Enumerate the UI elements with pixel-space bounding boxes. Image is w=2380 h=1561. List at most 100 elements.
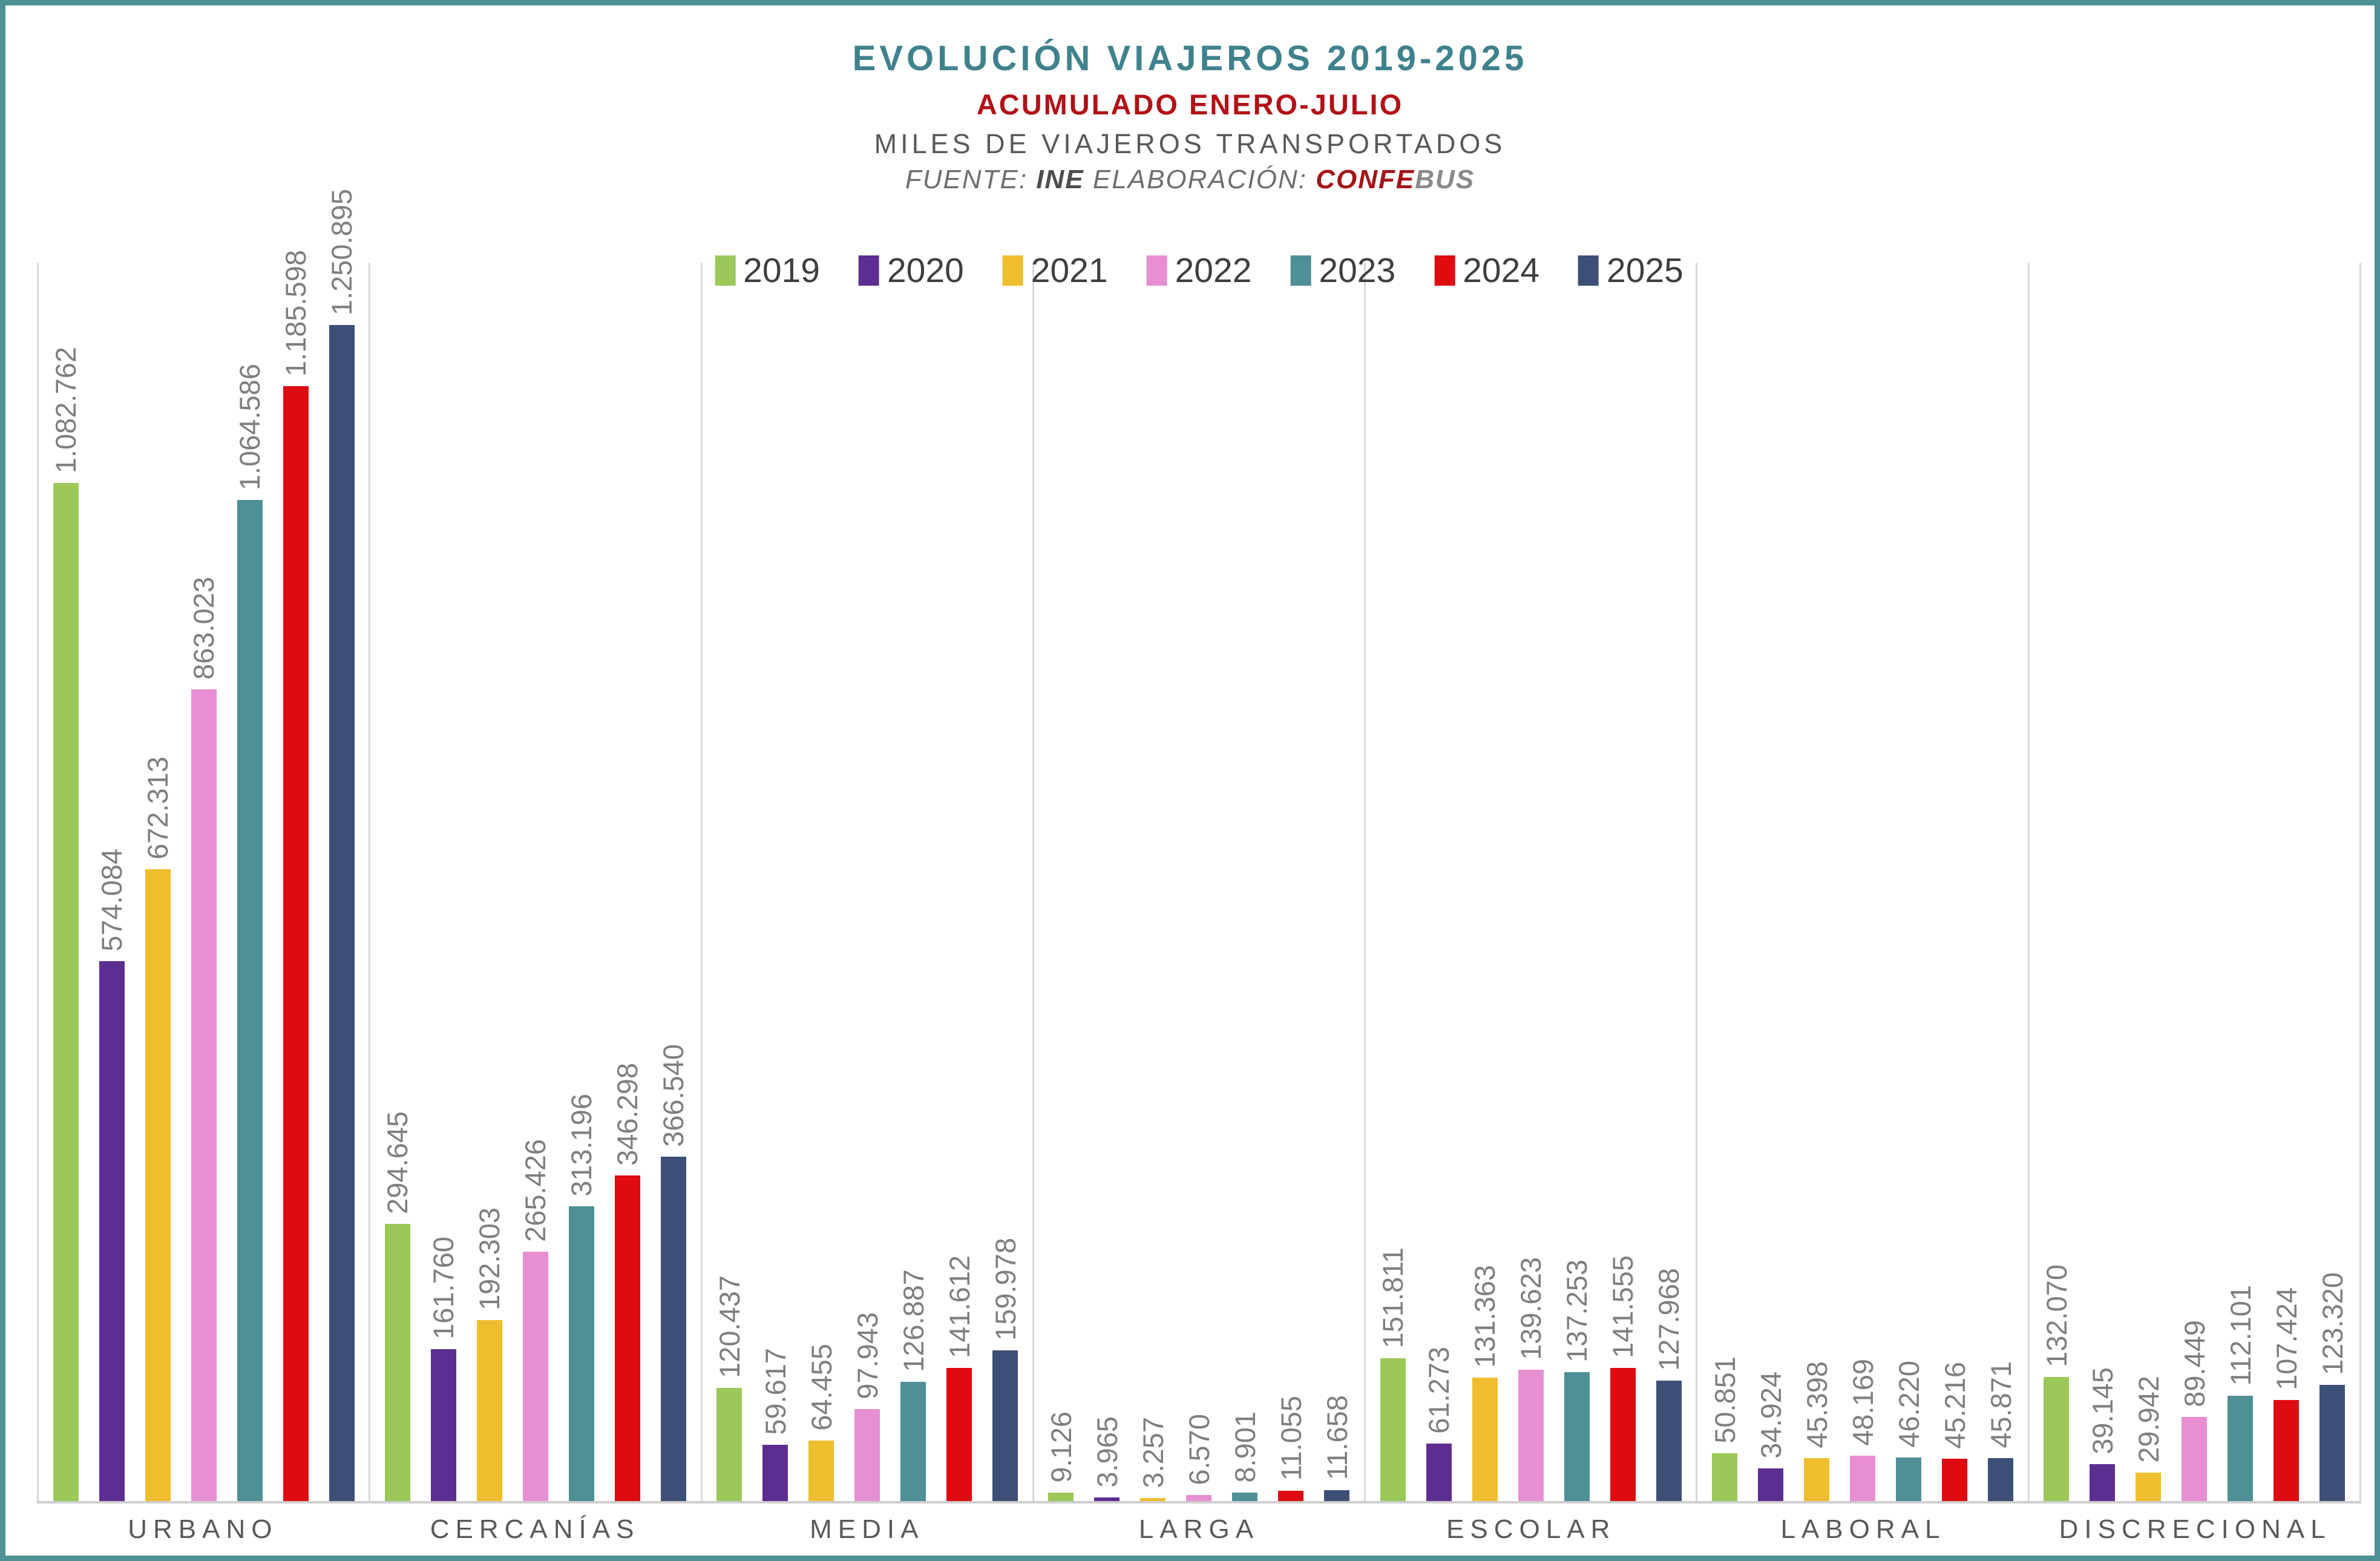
bar-cell: 50.851 — [1708, 263, 1741, 1501]
legend-swatch — [1146, 255, 1167, 286]
bar-cell: 11.658 — [1321, 263, 1353, 1501]
bar-value-label: 3.257 — [1136, 1416, 1169, 1488]
legend-year-label: 2022 — [1175, 251, 1252, 290]
bar-2025 — [992, 1350, 1018, 1501]
bar-value-label: 11.055 — [1274, 1396, 1307, 1481]
bar-2025 — [1656, 1381, 1682, 1501]
bar-2023 — [1564, 1372, 1590, 1501]
bar-value-label: 161.760 — [427, 1236, 460, 1339]
plot-area: 1.082.762 574.084 672.313 863.023 1.064.586 1… — [37, 189, 2361, 1503]
bar-value-label: 89.449 — [2178, 1320, 2211, 1407]
bar-2021 — [145, 869, 171, 1501]
bar-2022 — [854, 1408, 880, 1501]
chart-legend: 2019 2020 2021 2022 2023 2024 2025 — [715, 251, 1683, 291]
units-line: MILES DE VIAJEROS TRANSPORTADOS — [874, 128, 1506, 159]
bar-cell: 161.760 — [427, 263, 460, 1501]
bar-2020 — [1426, 1443, 1452, 1501]
bar-2024 — [1278, 1490, 1304, 1501]
bar-cell: 141.555 — [1607, 263, 1639, 1501]
bar-cell: 3.965 — [1090, 263, 1123, 1501]
legend-swatch — [1002, 255, 1023, 286]
source-confe: CONFE — [1316, 164, 1415, 194]
bar-chart: 2019 2020 2021 2022 2023 2024 2025 1.082.762 57… — [37, 189, 2361, 1545]
bar-cell: 1.064.586 — [234, 263, 266, 1501]
bar-cell: 574.084 — [96, 263, 128, 1501]
bar-cell: 1.082.762 — [50, 263, 82, 1501]
bar-value-label: 137.253 — [1561, 1259, 1593, 1362]
bar-value-label: 39.145 — [2086, 1367, 2119, 1454]
legend-item-2020: 2020 — [858, 251, 964, 291]
bar-2024 — [1610, 1367, 1636, 1501]
source-ine: INE — [1036, 164, 1084, 194]
bar-cell: 672.313 — [142, 263, 174, 1501]
bar-2025 — [1324, 1490, 1350, 1501]
bar-cell: 137.253 — [1561, 263, 1593, 1501]
legend-year-label: 2020 — [887, 251, 964, 290]
bar-value-label: 8.901 — [1228, 1411, 1261, 1483]
bar-value-label: 45.216 — [1938, 1361, 1971, 1449]
bar-2023 — [1232, 1492, 1258, 1501]
bar-value-label: 61.273 — [1423, 1346, 1455, 1434]
category-panel-escolar: 151.811 61.273 131.363 139.623 137.253 141.55… — [1364, 262, 1696, 1501]
bar-cell: 34.924 — [1754, 263, 1787, 1501]
bar-cell: 59.617 — [759, 263, 792, 1501]
bar-cell: 265.426 — [519, 263, 551, 1501]
bar-cell: 123.320 — [2316, 263, 2349, 1501]
bar-cell: 112.101 — [2224, 263, 2257, 1501]
legend-year-label: 2024 — [1463, 251, 1540, 290]
legend-swatch — [1290, 255, 1311, 286]
category-label: LABORAL — [1780, 1514, 1946, 1544]
bar-value-label: 139.623 — [1515, 1257, 1547, 1360]
bar-2019 — [1712, 1453, 1738, 1501]
source-elaboracion-label: ELABORACIÓN: — [1084, 164, 1316, 194]
bar-2019 — [1380, 1358, 1406, 1501]
category-axis: URBANO CERCANÍAS MEDIA LARGA ESCOLAR LABORAL D… — [37, 1514, 2361, 1545]
bar-2024 — [2273, 1399, 2300, 1501]
bar-cell: 61.273 — [1423, 263, 1455, 1501]
bar-2021 — [808, 1440, 834, 1501]
bar-value-label: 50.851 — [1708, 1356, 1741, 1444]
bar-cell: 97.943 — [851, 263, 883, 1501]
bar-2024 — [614, 1175, 640, 1501]
bar-value-label: 863.023 — [188, 577, 220, 680]
bar-2024 — [946, 1367, 972, 1501]
category-panel-urbano: 1.082.762 574.084 672.313 863.023 1.064.586 1… — [37, 189, 369, 1501]
bar-cell: 366.540 — [657, 263, 689, 1501]
bar-cell: 346.298 — [611, 263, 644, 1501]
bar-value-label: 151.811 — [1377, 1247, 1409, 1349]
category-panel-discrecional: 132.070 39.145 29.942 89.449 112.101 107.424 1… — [2027, 262, 2361, 1501]
bar-cell: 6.570 — [1182, 263, 1215, 1501]
bar-cell: 159.978 — [989, 263, 1021, 1501]
bar-2020 — [1758, 1468, 1784, 1501]
legend-swatch — [858, 255, 879, 286]
bar-value-label: 3.965 — [1090, 1416, 1123, 1488]
bar-2024 — [283, 386, 309, 1501]
bar-value-label: 127.968 — [1653, 1268, 1685, 1371]
legend-year-label: 2023 — [1319, 251, 1396, 290]
bar-value-label: 46.220 — [1892, 1361, 1925, 1448]
bar-2021 — [1472, 1377, 1498, 1501]
legend-year-label: 2019 — [743, 251, 820, 290]
bar-cell: 45.871 — [1985, 263, 2017, 1501]
bar-2019 — [716, 1387, 743, 1501]
bar-value-label: 346.298 — [611, 1062, 644, 1166]
bar-cell: 131.363 — [1469, 263, 1501, 1501]
bar-value-label: 141.555 — [1607, 1255, 1639, 1358]
bar-value-label: 64.455 — [805, 1343, 838, 1431]
bar-cell: 141.612 — [943, 263, 975, 1501]
bar-2020 — [430, 1349, 456, 1501]
bar-2022 — [1186, 1494, 1212, 1501]
bar-cell: 126.887 — [897, 263, 929, 1501]
bar-value-label: 34.924 — [1754, 1371, 1787, 1459]
bar-2023 — [568, 1206, 594, 1501]
legend-item-2024: 2024 — [1434, 251, 1539, 291]
bar-value-label: 6.570 — [1182, 1413, 1215, 1485]
bar-2025 — [1988, 1457, 2014, 1501]
legend-item-2025: 2025 — [1578, 251, 1683, 291]
bar-2019 — [2044, 1376, 2070, 1501]
bar-value-label: 48.169 — [1846, 1359, 1879, 1446]
category-label: CERCANÍAS — [430, 1514, 640, 1544]
bar-2021 — [2136, 1473, 2162, 1501]
bar-2023 — [237, 500, 263, 1501]
bar-2025 — [660, 1156, 686, 1501]
